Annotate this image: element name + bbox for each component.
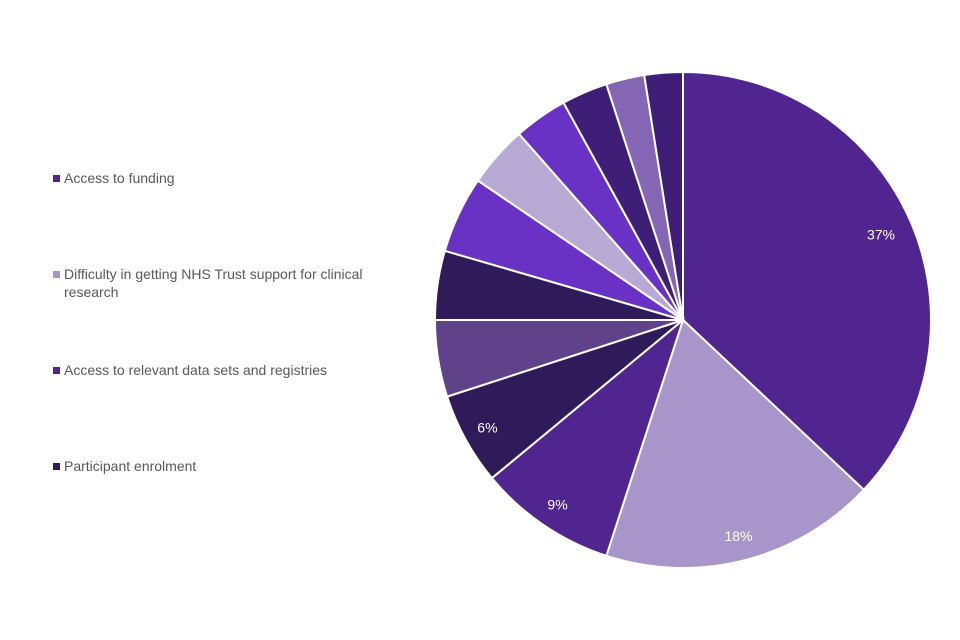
legend-item: Difficulty in getting NHS Trust support … <box>53 265 373 301</box>
legend-label: Access to relevant data sets and registr… <box>64 362 328 378</box>
pie-slice <box>682 70 932 492</box>
legend-swatch <box>53 367 60 374</box>
pie-slice <box>605 318 866 569</box>
pie-slice <box>643 70 684 321</box>
legend-label: Participant enrolment <box>64 458 197 474</box>
legend-item: Participant enrolment <box>53 457 373 475</box>
data-label: 18% <box>724 528 752 544</box>
data-label: 6% <box>477 420 497 436</box>
legend-item: Access to relevant data sets and registr… <box>53 361 373 379</box>
legend-swatch <box>53 463 60 470</box>
data-label: 37% <box>867 226 895 242</box>
legend-item: Access to funding <box>53 169 373 187</box>
legend-swatch <box>53 175 60 182</box>
legend-label: Access to funding <box>64 170 175 186</box>
legend-label: Difficulty in getting NHS Trust support … <box>64 266 363 300</box>
legend-swatch <box>53 271 60 278</box>
pie-slice <box>490 317 686 558</box>
data-label: 9% <box>547 497 567 513</box>
